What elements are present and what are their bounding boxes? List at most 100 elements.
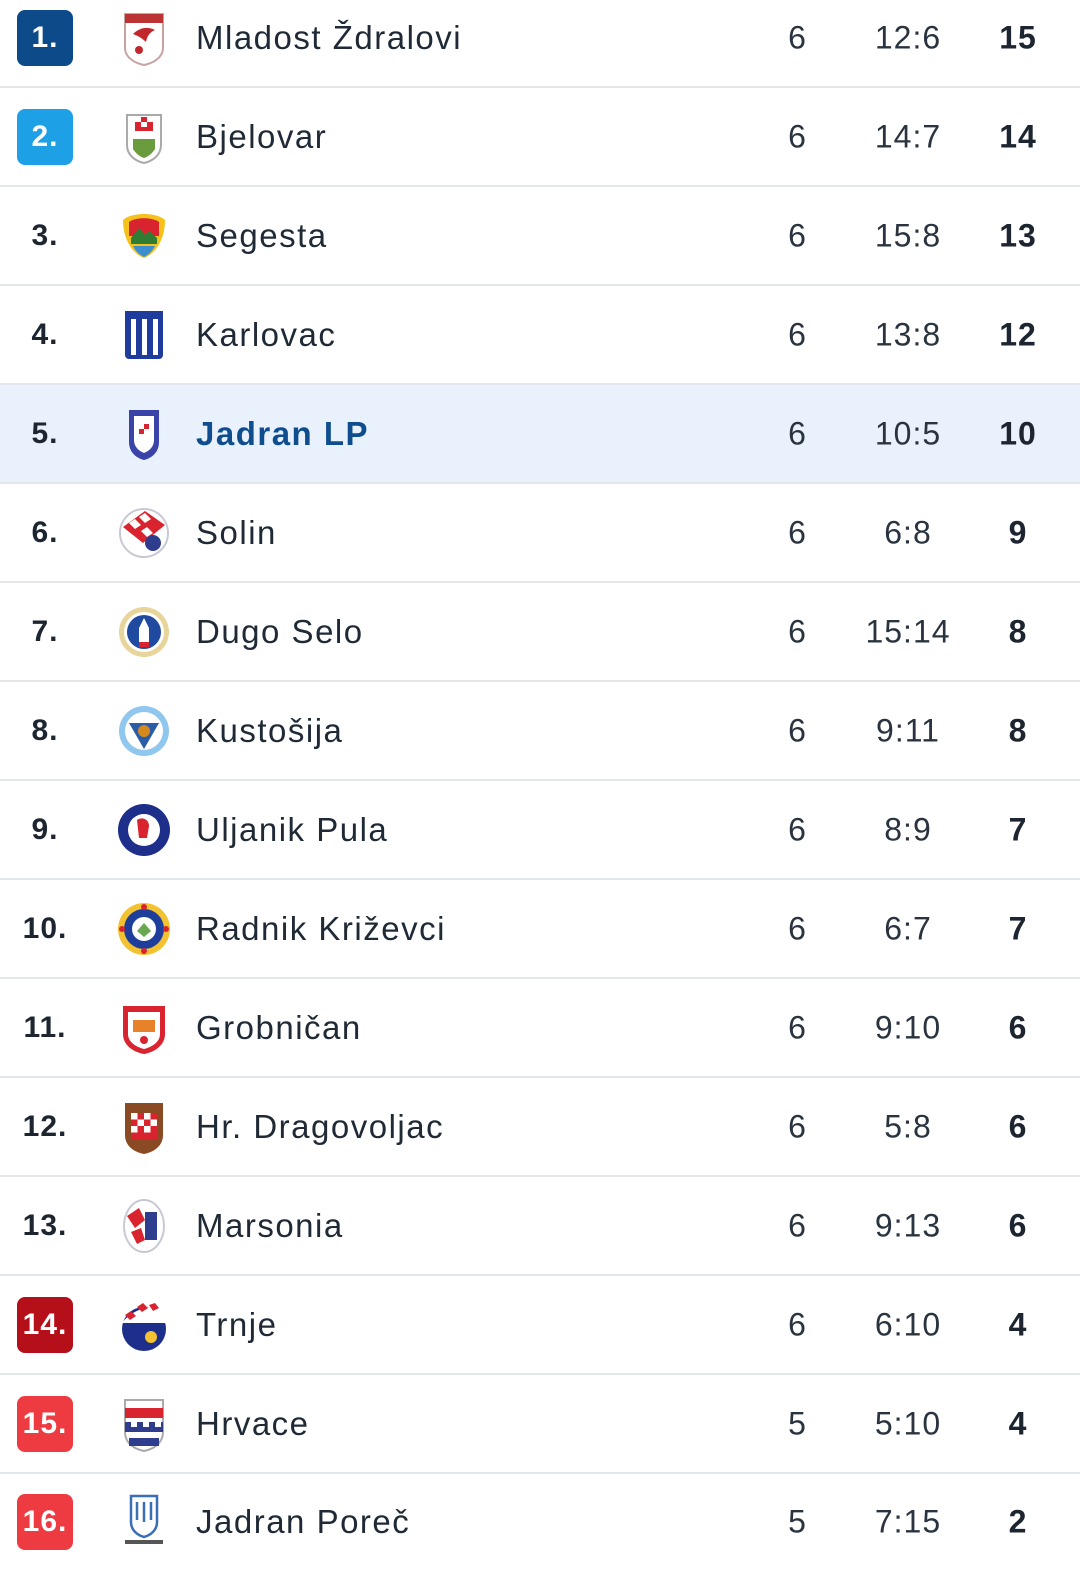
table-row[interactable]: 11. Grobničan 6 9:10 6: [0, 979, 1080, 1078]
team-name[interactable]: Jadran Poreč: [196, 1503, 411, 1540]
rank-badge: 7.: [31, 614, 59, 648]
points: 6: [1008, 1009, 1028, 1045]
team-name[interactable]: Marsonia: [196, 1206, 344, 1244]
matches-played: 6: [788, 316, 806, 352]
matches-played: 6: [788, 217, 806, 253]
solin-crest-icon: [117, 505, 171, 561]
points: 15: [999, 19, 1037, 56]
rank-badge: 4.: [31, 317, 59, 351]
rank-badge: 2.: [17, 108, 73, 165]
bjelovar-crest-icon: [117, 109, 171, 165]
kustosija-crest-icon: [117, 703, 171, 759]
rank-badge: 6.: [31, 515, 59, 549]
matches-played: 6: [788, 613, 806, 649]
rank-badge: 9.: [31, 812, 59, 846]
table-row[interactable]: 9. Uljanik Pula 6 8:9 7: [0, 781, 1080, 880]
points: 7: [1008, 910, 1028, 946]
matches-played: 6: [788, 1108, 806, 1144]
hr-dragovoljac-crest-icon: [117, 1099, 171, 1155]
matches-played: 6: [788, 118, 806, 154]
goal-difference: 7:15: [874, 1503, 942, 1540]
matches-played: 6: [788, 712, 806, 748]
rank-badge: 1.: [17, 10, 73, 66]
rank-badge: 8.: [31, 713, 59, 747]
team-name[interactable]: Jadran LP: [196, 414, 370, 452]
matches-played: 6: [788, 415, 806, 451]
goal-difference: 5:10: [874, 1405, 942, 1441]
points: 6: [1008, 1207, 1028, 1243]
table-row[interactable]: 14. Trnje 6 6:10 4: [0, 1276, 1080, 1375]
grobnican-crest-icon: [117, 1000, 171, 1056]
table-row[interactable]: 5. Jadran LP 6 10:5 10: [0, 385, 1080, 484]
team-name[interactable]: Hr. Dragovoljac: [196, 1107, 445, 1145]
matches-played: 6: [788, 811, 806, 847]
table-row[interactable]: 15. Hrvace 5 5:10 4: [0, 1375, 1080, 1474]
goal-difference: 8:9: [884, 811, 932, 847]
matches-played: 6: [788, 1306, 806, 1342]
team-name[interactable]: Segesta: [196, 216, 328, 254]
team-name[interactable]: Trnje: [196, 1305, 278, 1343]
table-row[interactable]: 4. Karlovac 6 13:8 12: [0, 286, 1080, 385]
table-row[interactable]: 13. Marsonia 6 9:13 6: [0, 1177, 1080, 1276]
matches-played: 6: [788, 910, 806, 946]
goal-difference: 6:8: [884, 514, 932, 550]
team-name[interactable]: Mladost Ždralovi: [196, 19, 463, 56]
goal-difference: 6:10: [874, 1306, 942, 1342]
goal-difference: 12:6: [874, 19, 942, 56]
goal-difference: 10:5: [874, 415, 942, 451]
team-name[interactable]: Grobničan: [196, 1008, 362, 1046]
goal-difference: 5:8: [884, 1108, 932, 1144]
table-row[interactable]: 6. Solin 6 6:8 9: [0, 484, 1080, 583]
goal-difference: 6:7: [884, 910, 932, 946]
table-row[interactable]: 12. Hr. Dragovoljac 6 5:8 6: [0, 1078, 1080, 1177]
points: 9: [1008, 514, 1028, 550]
goal-difference: 9:11: [876, 712, 940, 748]
jadran-porec-crest-icon: [117, 1494, 171, 1550]
team-name[interactable]: Bjelovar: [196, 117, 328, 155]
points: 4: [1008, 1306, 1028, 1342]
uljanik-pula-crest-icon: [117, 802, 171, 858]
mladost-zdralovi-crest-icon: [117, 10, 171, 67]
table-row[interactable]: 1. Mladost Ždralovi 6 12:6 15: [0, 0, 1080, 88]
points: 10: [999, 415, 1037, 451]
table-row[interactable]: 16. Jadran Poreč 5 7:15 2: [0, 1474, 1080, 1594]
matches-played: 5: [788, 1405, 806, 1441]
points: 12: [999, 316, 1037, 352]
table-row[interactable]: 7. Dugo Selo 6 15:14 8: [0, 583, 1080, 682]
trnje-crest-icon: [117, 1297, 171, 1353]
team-name[interactable]: Kustošija: [196, 711, 344, 749]
segesta-crest-icon: [117, 208, 171, 264]
hrvace-crest-icon: [117, 1396, 171, 1452]
goal-difference: 13:8: [874, 316, 942, 352]
rank-badge: 11.: [23, 1010, 67, 1044]
rank-badge: 3.: [31, 218, 59, 252]
radnik-krizevci-crest-icon: [117, 901, 171, 957]
matches-played: 6: [788, 514, 806, 550]
team-name[interactable]: Uljanik Pula: [196, 810, 389, 848]
matches-played: 6: [788, 19, 806, 56]
marsonia-crest-icon: [117, 1198, 171, 1254]
team-name[interactable]: Hrvace: [196, 1404, 310, 1442]
team-name[interactable]: Karlovac: [196, 315, 337, 353]
table-row[interactable]: 10. Radnik Križevci 6 6:7 7: [0, 880, 1080, 979]
goal-difference: 9:10: [874, 1009, 942, 1045]
team-name[interactable]: Radnik Križevci: [196, 909, 446, 947]
dugo-selo-crest-icon: [117, 604, 171, 660]
table-row[interactable]: 3. Segesta 6 15:8 13: [0, 187, 1080, 286]
table-row[interactable]: 2. Bjelovar 6 14:7 14: [0, 88, 1080, 187]
matches-played: 5: [788, 1503, 806, 1540]
goal-difference: 14:7: [874, 118, 942, 154]
team-name[interactable]: Solin: [196, 513, 277, 551]
goal-difference: 9:13: [874, 1207, 942, 1243]
points: 13: [999, 217, 1037, 253]
points: 8: [1008, 613, 1028, 649]
points: 8: [1008, 712, 1028, 748]
table-row[interactable]: 8. Kustošija 6 9:11 8: [0, 682, 1080, 781]
goal-difference: 15:14: [865, 613, 951, 649]
rank-badge: 16.: [17, 1494, 73, 1550]
karlovac-crest-icon: [117, 307, 171, 363]
points: 14: [999, 118, 1037, 154]
matches-played: 6: [788, 1207, 806, 1243]
rank-badge: 15.: [17, 1395, 73, 1452]
team-name[interactable]: Dugo Selo: [196, 612, 364, 650]
